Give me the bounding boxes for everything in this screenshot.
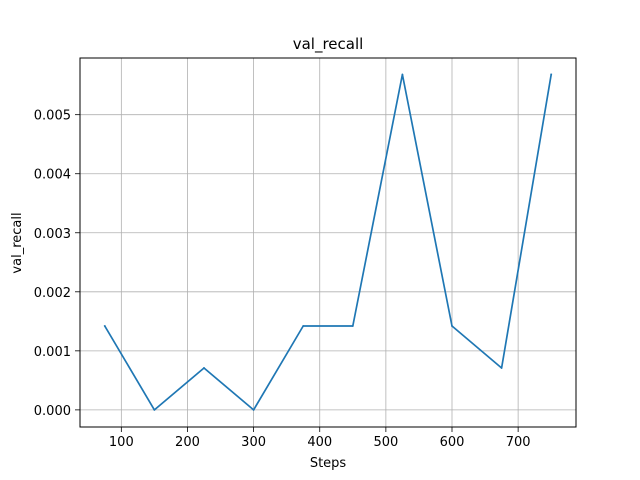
x-tick-label: 200 [175,435,200,450]
y-tick-label: 0.000 [34,404,71,419]
y-tick-label: 0.002 [34,286,71,301]
x-tick-label: 400 [307,435,332,450]
y-tick-label: 0.004 [34,168,71,183]
data-point [550,73,553,76]
y-tick-label: 0.003 [34,227,71,242]
data-point [103,325,106,327]
grid-lines [80,58,576,427]
x-tick-label: 700 [506,435,531,450]
x-tick-label: 500 [373,435,398,450]
x-tick-label: 300 [241,435,266,450]
data-point [401,73,404,76]
data-point [252,408,255,411]
chart-title: val_recall [293,35,364,54]
plot-frame [79,57,577,428]
x-axis-title: Steps [310,456,347,471]
axis-ticks: 100 200 300 400 500 600 700 0.000 0.001 0.002 0.00… [34,109,531,450]
x-tick-label: 100 [109,435,134,450]
x-tick-label: 600 [440,435,465,450]
y-tick-label: 0.005 [34,109,71,124]
data-point [451,325,453,327]
y-axis-title: val_recall [10,212,25,273]
y-tick-label: 0.001 [34,345,71,360]
series-group [103,73,553,411]
data-point [302,325,305,327]
data-point [153,408,156,411]
data-point [203,367,205,369]
data-point [351,325,354,327]
series-line [103,73,553,411]
data-point [500,367,503,369]
